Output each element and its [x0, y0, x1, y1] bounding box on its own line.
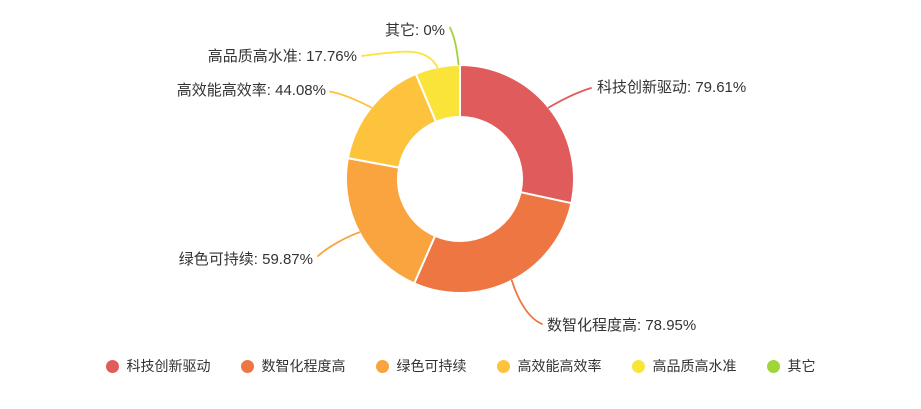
pie-slice-3[interactable]: [345, 157, 437, 285]
legend-item-label: 高品质高水准: [652, 358, 737, 374]
legend-marker-icon: [240, 359, 254, 373]
legend-marker-icon: [375, 359, 389, 373]
legend-item-1[interactable]: 科技创新驱动: [105, 358, 211, 374]
legend-item-label: 其它: [787, 358, 816, 374]
legend-marker-icon: [496, 359, 510, 373]
pie-label-line-2: [510, 279, 543, 325]
pie-label-line-3: [317, 231, 361, 257]
legend-item-2[interactable]: 数智化程度高: [240, 358, 346, 374]
legend-item-label: 高效能高效率: [517, 358, 602, 374]
pie-label-1: 科技创新驱动: 79.61%: [597, 79, 746, 96]
legend-marker-icon: [766, 359, 780, 373]
pie-label-2: 数智化程度高: 78.95%: [547, 316, 696, 334]
pie-label-5: 高品质高水准: 17.76%: [208, 48, 357, 65]
pie-label-line-5: [361, 50, 439, 69]
legend-item-6[interactable]: 其它: [766, 358, 816, 374]
legend-item-label: 科技创新驱动: [126, 358, 211, 374]
legend-marker-icon: [105, 359, 119, 373]
legend-item-3[interactable]: 绿色可持续: [375, 358, 467, 374]
pie-label-line-6: [449, 26, 460, 66]
pie-label-4: 高效能高效率: 44.08%: [177, 82, 326, 99]
pie-label-6: 其它: 0%: [385, 21, 445, 39]
pie-label-line-1: [547, 87, 592, 109]
chart-legend: 科技创新驱动 数智化程度高 绿色可持续 高效能高效率 高品质高水准 其它: [0, 353, 921, 379]
pie-slice-1[interactable]: [459, 64, 575, 205]
pie-label-3: 绿色可持续: 59.87%: [179, 251, 313, 268]
legend-item-5[interactable]: 高品质高水准: [631, 358, 737, 374]
legend-item-label: 绿色可持续: [396, 358, 467, 374]
legend-item-label: 数智化程度高: [261, 358, 346, 374]
pie-slice-2[interactable]: [413, 191, 573, 294]
legend-marker-icon: [631, 359, 645, 373]
pie-chart-canvas: 科技创新驱动: 79.61% 数智化程度高: 78.95% 绿色可持续: 59.87…: [177, 21, 746, 334]
pie-label-line-4: [329, 90, 373, 109]
pie-slice-5[interactable]: [414, 63, 461, 123]
legend-item-4[interactable]: 高效能高效率: [496, 358, 602, 374]
